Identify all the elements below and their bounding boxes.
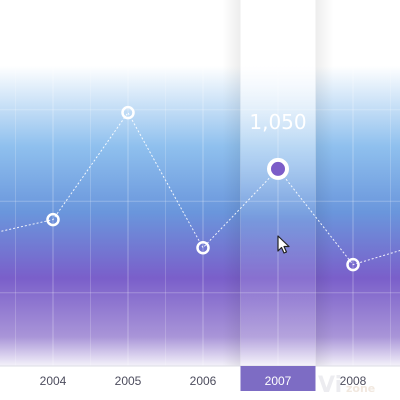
svg-text:Vi: Vi [318, 373, 342, 398]
watermark-logo: Vi zone [318, 373, 375, 398]
data-point-active[interactable] [267, 157, 289, 180]
data-point[interactable] [196, 241, 210, 255]
data-label-active: 1,050 [249, 110, 306, 134]
active-tick-background [240, 366, 316, 391]
pointer-arrow-icon [277, 235, 290, 254]
x-axis-ticks: 2004 2005 2006 2007 2008 [40, 366, 367, 391]
data-point[interactable] [346, 257, 360, 272]
data-point[interactable] [121, 105, 135, 120]
x-tick-label[interactable]: 2004 [40, 374, 67, 388]
x-tick-label[interactable]: 2007 [265, 374, 292, 388]
band-shadow-right [315, 0, 334, 366]
data-point[interactable] [46, 212, 60, 227]
value-labels: 1,050 [249, 110, 306, 134]
series-line [0, 111, 400, 266]
svg-text:zone: zone [346, 382, 375, 395]
x-tick-label[interactable]: 2006 [190, 374, 217, 388]
highlight-band[interactable] [222, 0, 334, 366]
x-tick-label[interactable]: 2005 [115, 374, 142, 388]
data-points [46, 105, 360, 272]
x-axis-band [0, 366, 400, 400]
highlight-band-fill[interactable] [240, 0, 316, 366]
x-tick-label[interactable]: 2008 [340, 374, 367, 388]
plot-background [0, 0, 400, 366]
band-shadow-left [222, 0, 241, 366]
